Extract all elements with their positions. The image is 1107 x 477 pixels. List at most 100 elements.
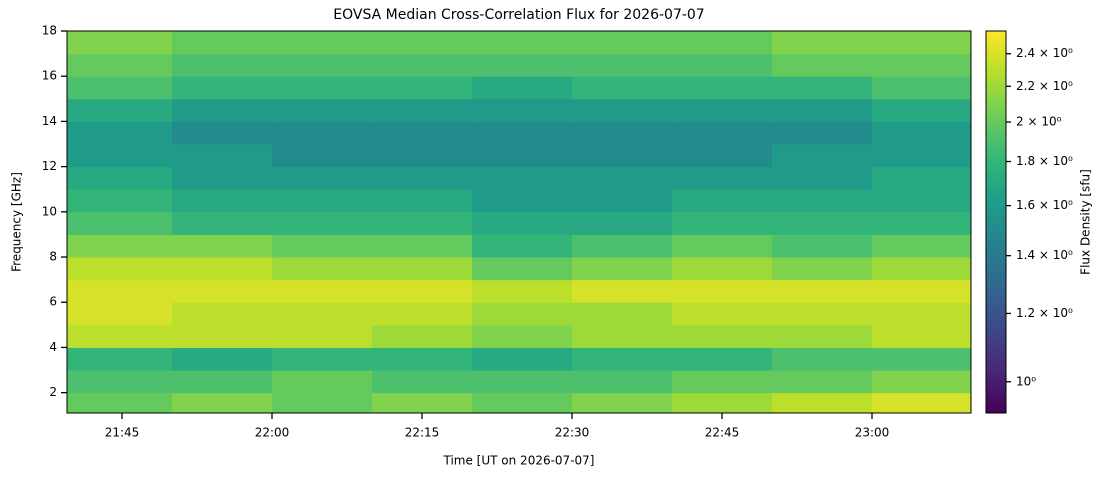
heatmap-cell	[372, 257, 473, 281]
heatmap-cell	[572, 211, 673, 235]
heatmap-cell	[572, 53, 673, 77]
heatmap-cell	[67, 121, 173, 145]
heatmap-cell	[172, 302, 273, 326]
heatmap-cell	[472, 392, 573, 414]
heatmap-cell	[67, 189, 173, 213]
heatmap-cell	[872, 347, 972, 371]
colorbar-tick-label: 1.8 × 10⁰	[1016, 154, 1073, 168]
heatmap-cell	[672, 392, 773, 414]
y-tick-label: 12	[42, 159, 57, 173]
heatmap-cell	[172, 98, 273, 122]
heatmap-cell	[572, 76, 673, 100]
colorbar-tick-label: 2 × 10⁰	[1016, 115, 1062, 129]
heatmap-cell	[672, 98, 773, 122]
x-tick-label: 21:45	[105, 426, 140, 440]
heatmap-cell	[672, 144, 773, 168]
heatmap-cell	[872, 98, 972, 122]
heatmap-cell	[872, 31, 972, 55]
colorbar-tick-label: 10⁰	[1016, 374, 1036, 388]
y-axis-label: Frequency [GHz]	[10, 172, 24, 272]
heatmap-cell	[572, 166, 673, 190]
heatmap-cell	[772, 31, 873, 55]
heatmap-cell	[572, 189, 673, 213]
y-tick-label: 4	[49, 340, 57, 354]
heatmap-cell	[172, 279, 273, 303]
heatmap-cell	[272, 234, 373, 258]
heatmap-cell	[272, 121, 373, 145]
heatmap-cell	[272, 189, 373, 213]
colorbar-label: Flux Density [sfu]	[1079, 169, 1093, 275]
heatmap-cell	[272, 98, 373, 122]
heatmap-cell	[472, 211, 573, 235]
heatmap-cell	[172, 234, 273, 258]
heatmap-cell	[172, 370, 273, 394]
heatmap-cell	[372, 31, 473, 55]
heatmap-cell	[772, 166, 873, 190]
y-tick-label: 10	[42, 204, 57, 218]
heatmap-cell	[872, 370, 972, 394]
heatmap-cell	[672, 324, 773, 348]
heatmap-cell	[772, 370, 873, 394]
heatmap-cell	[172, 53, 273, 77]
heatmap-cell	[872, 234, 972, 258]
heatmap-cell	[772, 392, 873, 414]
heatmap-cell	[172, 211, 273, 235]
heatmap-cell	[472, 53, 573, 77]
y-tick-label: 16	[42, 69, 57, 83]
heatmap-cell	[372, 76, 473, 100]
heatmap-cell	[572, 121, 673, 145]
heatmap-cell	[772, 53, 873, 77]
colorbar-tick-label: 1.2 × 10⁰	[1016, 306, 1073, 320]
chart-title: EOVSA Median Cross-Correlation Flux for …	[333, 7, 704, 23]
heatmap-cell	[272, 392, 373, 414]
heatmap-cell	[472, 76, 573, 100]
heatmap-cell	[472, 121, 573, 145]
heatmap-cell	[372, 302, 473, 326]
x-tick-label: 22:15	[405, 426, 440, 440]
heatmap-cell	[672, 166, 773, 190]
heatmap-cell	[572, 234, 673, 258]
heatmap-cell	[672, 347, 773, 371]
x-tick-label: 22:45	[705, 426, 740, 440]
heatmap-cell	[772, 189, 873, 213]
heatmap-cell	[672, 302, 773, 326]
heatmap-cell	[172, 392, 273, 414]
heatmap-cell	[472, 347, 573, 371]
heatmap-cell	[67, 31, 173, 55]
heatmap-cell	[772, 324, 873, 348]
y-tick-label: 2	[49, 385, 57, 399]
heatmap-cell	[372, 279, 473, 303]
heatmap-cell	[772, 257, 873, 281]
heatmap-cell	[572, 279, 673, 303]
heatmap-cell	[472, 324, 573, 348]
heatmap-cell	[272, 347, 373, 371]
heatmap-cell	[172, 31, 273, 55]
heatmap-cell	[272, 144, 373, 168]
heatmap-cell	[872, 189, 972, 213]
heatmap-cell	[472, 279, 573, 303]
heatmap-cell	[572, 98, 673, 122]
heatmap-cell	[67, 53, 173, 77]
heatmap-cell	[772, 211, 873, 235]
heatmap-cell	[672, 31, 773, 55]
heatmap-cell	[172, 144, 273, 168]
x-tick-label: 22:00	[255, 426, 290, 440]
heatmap-cell	[472, 166, 573, 190]
heatmap-cell	[372, 166, 473, 190]
heatmap-cell	[372, 324, 473, 348]
heatmap-cell	[472, 98, 573, 122]
colorbar	[985, 30, 1007, 414]
x-axis-label: Time [UT on 2026-07-07]	[443, 454, 595, 468]
heatmap-cell	[572, 392, 673, 414]
heatmap-cell	[67, 324, 173, 348]
heatmap-cell	[372, 234, 473, 258]
heatmap-cell	[272, 324, 373, 348]
heatmap-cell	[272, 370, 373, 394]
heatmap-cell	[572, 347, 673, 371]
heatmap-cell	[472, 257, 573, 281]
heatmap-cell	[67, 144, 173, 168]
heatmap-cell	[172, 189, 273, 213]
heatmap-cell	[272, 166, 373, 190]
heatmap-cell	[272, 211, 373, 235]
